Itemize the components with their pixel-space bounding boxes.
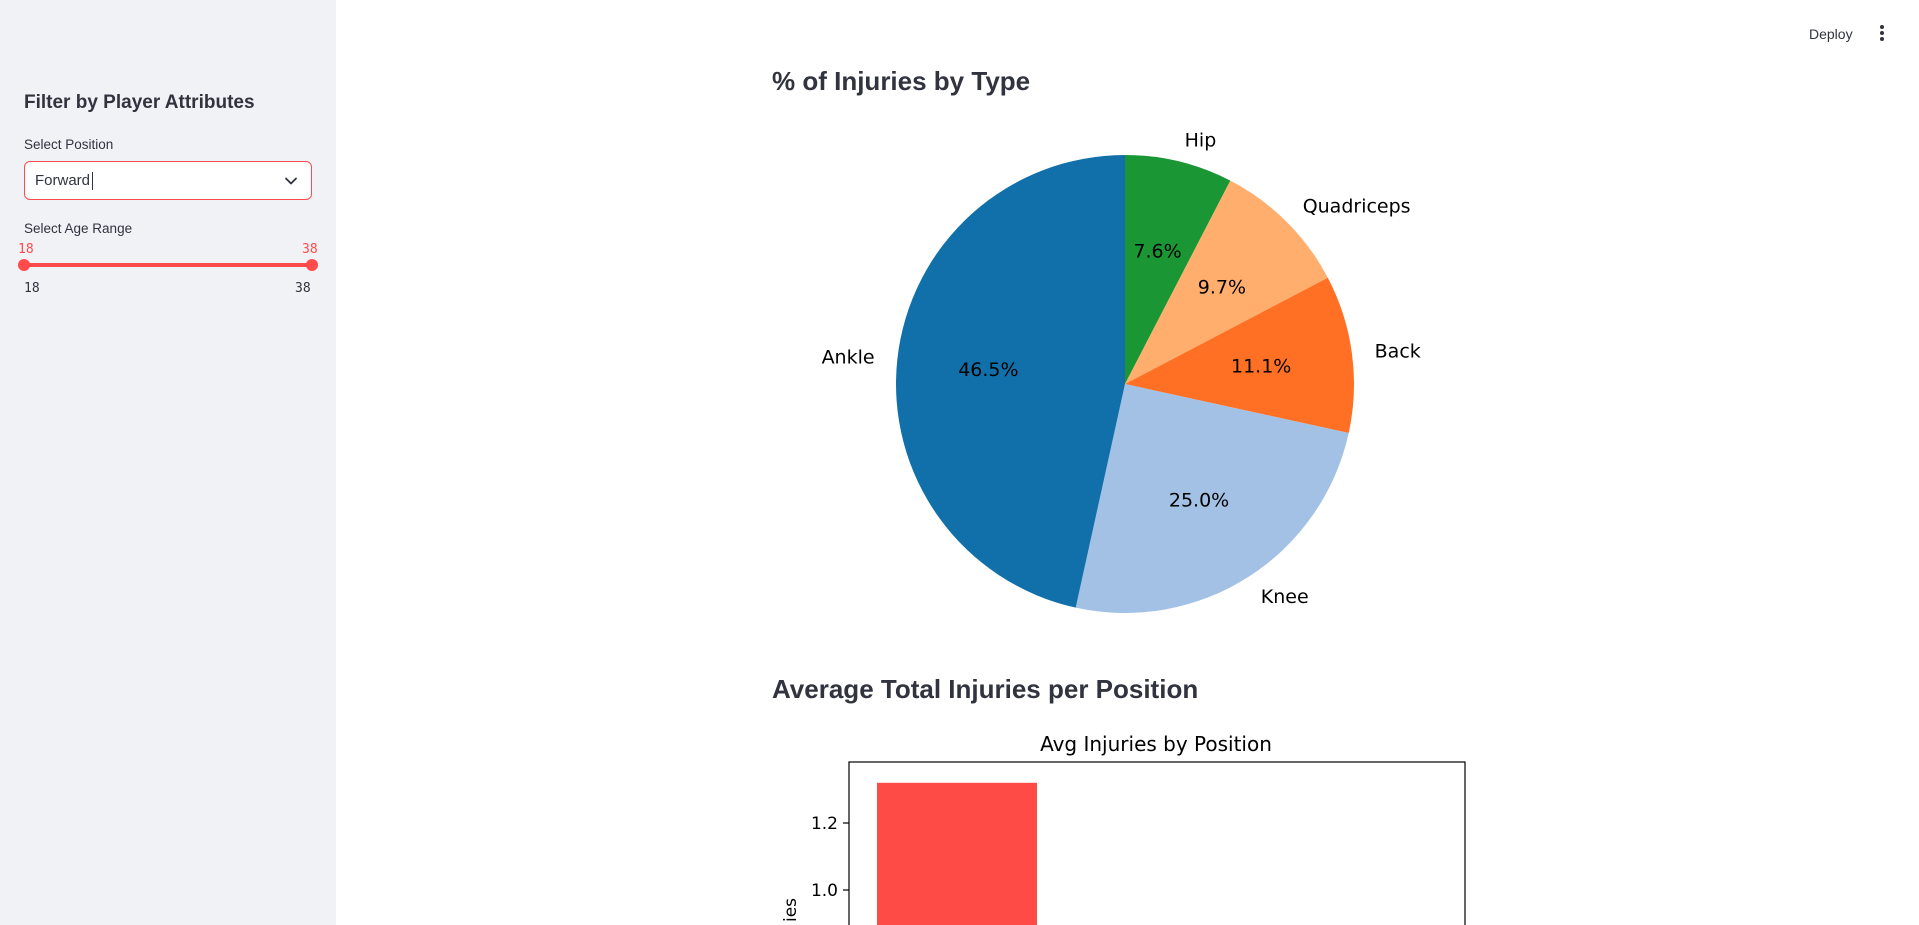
pie-value-label-hip: 7.6% [1133,241,1181,263]
age-range-low-thumb[interactable] [18,259,30,271]
pie-slice-back [1125,277,1354,433]
kebab-menu-icon[interactable] [1876,25,1888,43]
bar-y-tick-label: 1.2 [811,814,838,834]
text-cursor [92,172,93,190]
position-select-value: Forward [35,172,91,189]
pie-value-label-quadriceps: 9.7% [1198,277,1246,299]
age-range-max-label: 38 [295,281,311,296]
pie-category-label-hip: Hip [1185,129,1217,151]
pie-section-title: % of Injuries by Type [772,66,1031,96]
bar-chart-frame [848,761,1466,925]
sidebar-title: Filter by Player Attributes [24,92,255,113]
pie-category-label-back: Back [1375,340,1421,362]
pie-slice-hip [1125,155,1231,384]
bar-section-title: Average Total Injuries per Position [772,674,1199,704]
chevron-down-icon[interactable] [284,174,298,188]
pie-slice-quadriceps [1125,180,1328,384]
position-select[interactable]: Forward [24,161,312,200]
age-range-high-value: 38 [302,242,318,257]
age-range-high-thumb[interactable] [306,259,318,271]
pie-slice-knee [1075,384,1349,613]
pie-category-label-knee: Knee [1261,586,1309,608]
bar-chart-ylabel: ies [781,898,801,922]
age-range-min-label: 18 [24,281,40,296]
age-range-slider-track[interactable] [24,263,312,267]
bar-chart-bar [877,782,1037,925]
bar-y-tick-label: 1.0 [811,881,838,901]
age-range-label: Select Age Range [24,221,133,236]
pie-value-label-back: 11.1% [1231,356,1291,378]
pie-slice-ankle [895,155,1125,608]
bar-chart: Avg Injuries by Position 1.0 1.2 ies [781,732,1466,925]
age-range-low-value: 18 [18,242,34,257]
pie-value-label-knee: 25.0% [1169,490,1229,512]
pie-value-label-ankle: 46.5% [958,359,1018,381]
deploy-button[interactable]: Deploy [1809,26,1853,42]
sidebar: Filter by Player Attributes Select Posit… [0,0,336,925]
bar-chart-title: Avg Injuries by Position [1040,732,1272,756]
pie-category-label-quadriceps: Quadriceps [1303,195,1411,217]
pie-category-label-ankle: Ankle [822,347,875,369]
position-label: Select Position [24,137,114,152]
